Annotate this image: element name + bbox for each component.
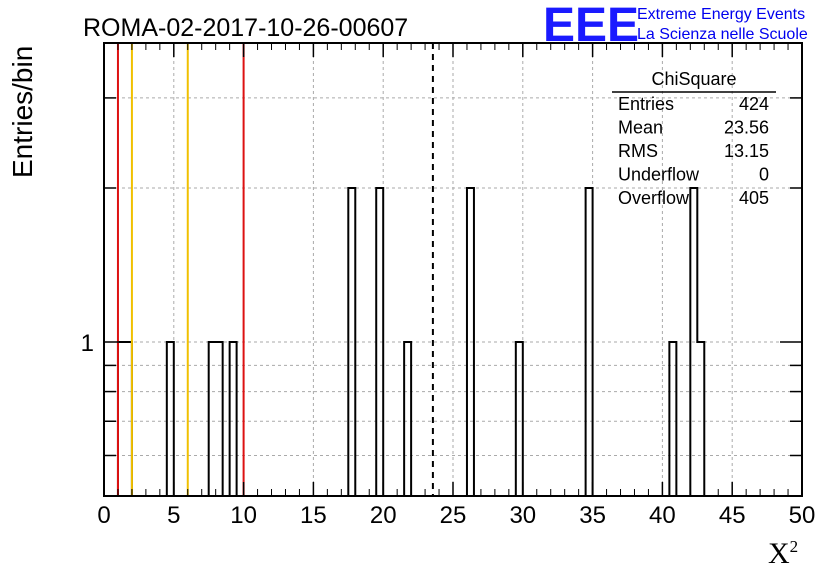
stats-title: ChiSquare (651, 69, 736, 89)
x-tick-label-2: 10 (230, 502, 257, 529)
stats-value-mean: 23.56 (724, 118, 769, 138)
x-tick-label-6: 30 (509, 502, 536, 529)
x-tick-label-1: 5 (167, 502, 180, 529)
x-tick-label-3: 15 (300, 502, 327, 529)
stats-value-underflow: 0 (759, 165, 769, 185)
reference-lines (116, 43, 434, 496)
y-axis-label: Entries/bin (7, 46, 38, 178)
stats-label-rms: RMS (618, 141, 658, 161)
stats-value-overflow: 405 (739, 188, 769, 208)
eee-logo: EEE Extreme Energy Events La Scienza nel… (543, 0, 808, 52)
x-axis-label-superscript: 2 (790, 537, 799, 556)
eee-logo-line1: Extreme Energy Events (637, 6, 805, 23)
svg-text:X2: X2 (768, 537, 798, 570)
eee-logo-mark: EEE (543, 0, 639, 52)
stats-value-rms: 13.15 (724, 141, 769, 161)
x-axis-label: X2 (768, 537, 798, 570)
eee-logo-line2: La Scienza nelle Scuole (637, 26, 808, 43)
y-tick-label-0: 1 (81, 330, 94, 357)
axis-ticks: 0 5 10 15 20 25 30 35 40 45 50 1 (81, 43, 816, 529)
stats-label-mean: Mean (618, 118, 663, 138)
x-tick-label-4: 20 (370, 502, 397, 529)
x-tick-label-8: 40 (649, 502, 676, 529)
x-tick-label-10: 50 (789, 502, 816, 529)
stats-label-underflow: Underflow (618, 165, 700, 185)
x-tick-label-7: 35 (579, 502, 606, 529)
x-axis-label-base: X (768, 537, 790, 570)
stats-value-entries: 424 (739, 94, 769, 114)
x-tick-label-5: 25 (440, 502, 467, 529)
x-tick-label-9: 45 (719, 502, 746, 529)
x-tick-label-0: 0 (97, 502, 110, 529)
stats-label-overflow: Overflow (618, 188, 690, 208)
grid-lines (104, 43, 802, 496)
stats-label-entries: Entries (618, 94, 674, 114)
stats-box: ChiSquare Entries 424 Mean 23.56 RMS 13.15 Und… (612, 69, 776, 208)
chart-title: ROMA-02-2017-10-26-00607 (83, 14, 408, 42)
